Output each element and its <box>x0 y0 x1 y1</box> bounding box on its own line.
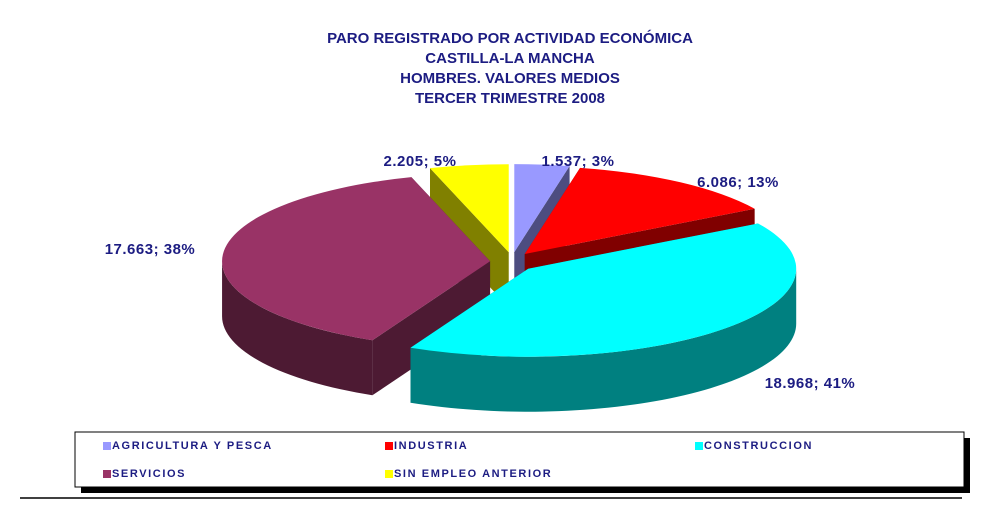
slice <box>524 167 755 254</box>
legend-swatch <box>103 442 111 450</box>
chart-title: PARO REGISTRADO POR ACTIVIDAD ECONÓMICA <box>327 29 693 47</box>
data-label: 1.537; 3% <box>542 153 615 170</box>
chart-title: CASTILLA-LA MANCHA <box>425 50 595 67</box>
legend-label: AGRICULTURA Y PESCA <box>112 440 273 452</box>
slice <box>429 164 509 253</box>
data-label: 2.205; 5% <box>384 153 457 170</box>
legend-swatch <box>695 442 703 450</box>
chart-title: HOMBRES. VALORES MEDIOS <box>400 70 620 87</box>
slice <box>514 164 570 253</box>
legend-swatch <box>385 442 393 450</box>
slice-side <box>372 261 491 396</box>
data-label: 18.968; 41% <box>765 375 856 392</box>
legend-label: INDUSTRIA <box>394 440 468 452</box>
legend-swatch <box>103 470 111 478</box>
legend-swatch <box>385 470 393 478</box>
slice-wall <box>410 268 797 412</box>
data-label: 6.086; 13% <box>697 174 779 191</box>
chart-title: TERCER TRIMESTRE 2008 <box>415 90 605 107</box>
slice <box>222 177 491 341</box>
legend-label: CONSTRUCCION <box>704 440 813 452</box>
legend-label: SIN EMPLEO ANTERIOR <box>394 468 552 480</box>
legend-label: SERVICIOS <box>112 468 186 480</box>
data-label: 17.663; 38% <box>105 241 196 258</box>
legend <box>74 431 965 488</box>
slice-wall <box>222 261 373 396</box>
slice <box>410 223 797 357</box>
